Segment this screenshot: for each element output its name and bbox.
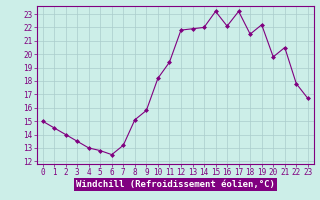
X-axis label: Windchill (Refroidissement éolien,°C): Windchill (Refroidissement éolien,°C) — [76, 180, 275, 189]
